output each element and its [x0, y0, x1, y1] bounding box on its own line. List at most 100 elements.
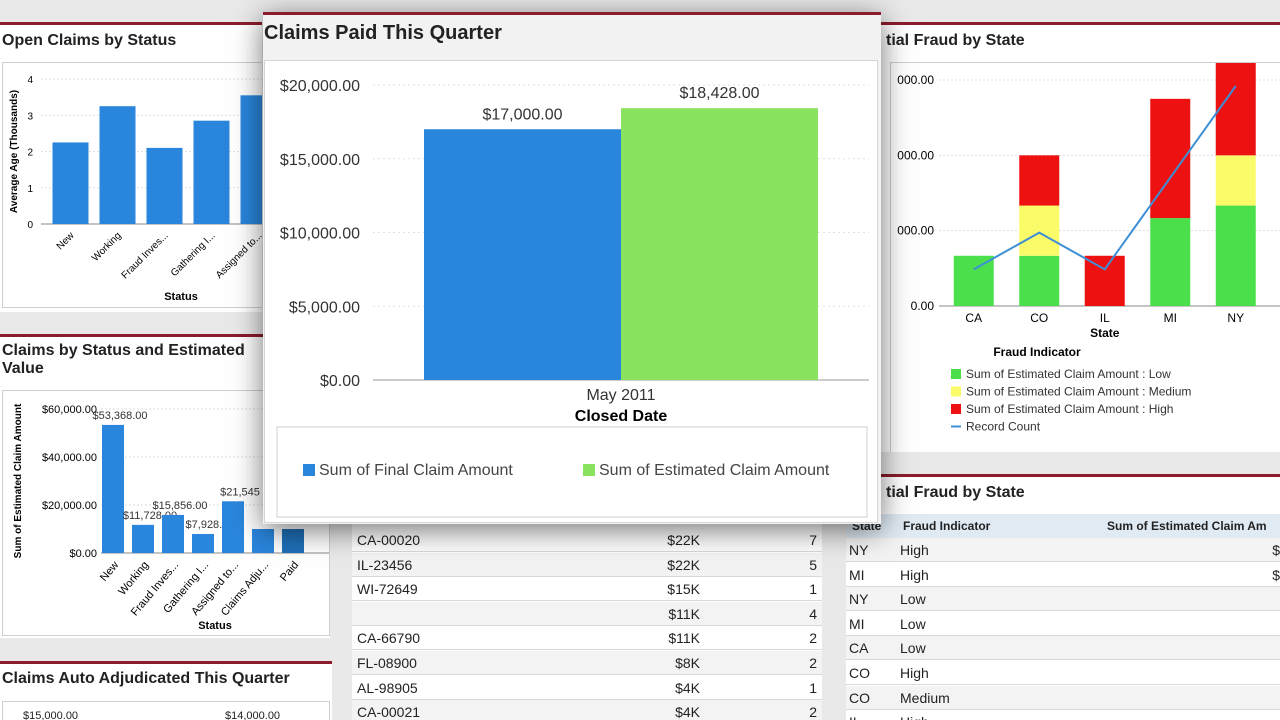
fraud-legend-swatch [951, 386, 961, 397]
claims-paid-ytick: $20,000.00 [280, 78, 360, 95]
open-claims-panel: Open Claims by Status Average Age (Thous… [0, 22, 262, 312]
adjudicated-panel: Claims Auto Adjudicated This Quarter $15… [0, 661, 332, 720]
claim-count-cell: 5 [809, 556, 817, 573]
claim-id-cell: CA-00020 [357, 532, 421, 548]
claim-id-cell: CA-66790 [357, 630, 421, 647]
claims-table-row[interactable]: CA-00020 $22K 7 [352, 528, 822, 552]
claims-paid-chart[interactable]: $0.00 $5,000.00 $10,000.00 $15,000.00 $20,00… [265, 61, 878, 523]
fraud-indicator-cell: High [900, 714, 929, 720]
fraud-chart-box: 0.00 000.00 000.00 000.00 CA CO IL MI NY State Fra… [890, 62, 1280, 452]
fraud-table-header: State Fraud Indicator Sum of Estimated C… [846, 514, 1280, 538]
fraud-table-row[interactable]: CO High [846, 661, 1280, 685]
status-value-ylabel: Sum of Estimated Claim Amount [13, 403, 24, 558]
fraud-state-cell: MI [849, 615, 865, 632]
fraud-table-body: NY High $ MI High $ NY Low MI Low CA Low CO High CO Med… [846, 538, 1280, 720]
claims-status-value-chart[interactable]: Sum of Estimated Claim Amount $0.00 $20,00… [3, 391, 330, 636]
fraud-table-row[interactable]: CA Low [846, 636, 1280, 661]
claims-paid-bar [621, 108, 818, 380]
claims-paid-ytick: $10,000.00 [280, 226, 360, 243]
fraud-bar-segment [1215, 155, 1256, 206]
status-value-bar [192, 533, 214, 553]
claim-count-cell: 2 [809, 630, 817, 647]
fraud-legend-label: Sum of Estimated Claim Amount : Medium [966, 385, 1191, 399]
adjudicated-axis-label: $15,000.00 [23, 710, 79, 720]
fraud-bar-segment [1019, 155, 1060, 206]
status-value-ytick: $0.00 [69, 548, 97, 560]
open-claims-chart-box: Average Age (Thousands) 0 1 2 3 4 New Working Fr… [2, 62, 262, 308]
adjudicated-value-label: $14,000.00 [225, 710, 281, 720]
claim-amount-cell: $11K [668, 605, 700, 622]
fraud-table-row[interactable]: IL High [846, 710, 1280, 720]
fraud-legend-label: Sum of Estimated Claim Amount : Low [966, 367, 1171, 381]
open-claims-bar [99, 106, 136, 224]
fraud-table-row[interactable]: MI Low [846, 612, 1280, 636]
open-claims-chart[interactable]: Average Age (Thousands) 0 1 2 3 4 New WorkingFr… [3, 63, 262, 308]
claims-table-row[interactable]: $11K 4 [352, 601, 822, 626]
fraud-state-cell: NY [849, 542, 869, 558]
claim-count-cell: 1 [809, 679, 817, 696]
fraud-xtick: MI [1164, 311, 1177, 325]
fraud-indicator-cell: High [900, 566, 929, 583]
open-claims-xtick: New [55, 230, 77, 252]
claim-id-cell: AL-98905 [357, 679, 418, 696]
claim-id-cell: CA-00021 [357, 704, 421, 720]
fraud-table-title: tial Fraud by State [886, 484, 1025, 501]
fraud-state-cell: CO [849, 665, 870, 681]
claims-paid-ytick: $5,000.00 [289, 299, 360, 316]
claims-paid-bar [424, 129, 621, 380]
claims-table-row[interactable]: IL-23456 $22K 5 [352, 552, 822, 577]
fraud-indicator-cell: Low [900, 615, 926, 632]
status-value-bar [132, 524, 154, 553]
claims-table-row[interactable]: CA-66790 $11K 2 [352, 626, 822, 651]
claims-paid-legend-swatch [303, 464, 315, 476]
claims-paid-xlabel: Closed Date [575, 408, 668, 425]
status-value-data-label: $53,368.00 [92, 410, 147, 422]
fraud-state-cell: IL [849, 714, 861, 720]
claims-table-row[interactable]: WI-72649 $15K 1 [352, 577, 822, 602]
open-claims-bar [52, 142, 89, 224]
claim-amount-cell: $4K [675, 679, 700, 696]
status-value-bar [282, 529, 304, 553]
fraud-legend-swatch [951, 404, 961, 414]
fraud-indicator-cell: Low [900, 640, 926, 657]
fraud-legend-swatch [951, 369, 961, 379]
fraud-table-row[interactable]: CO Medium [846, 685, 1280, 710]
open-claims-bar [240, 95, 262, 224]
open-claims-xtick: Working [90, 230, 124, 264]
claim-id-cell: FL-08900 [357, 655, 417, 671]
claim-count-cell: 1 [809, 581, 817, 598]
open-claims-bar [193, 120, 230, 224]
claims-table-row[interactable]: AL-98905 $4K 1 [352, 676, 822, 700]
fraud-state-cell: CA [849, 640, 869, 657]
fraud-bar-segment [1215, 63, 1256, 156]
fraud-state-chart[interactable]: 0.00 000.00 000.00 000.00 CA CO IL MI NY State Fra… [891, 63, 1280, 452]
claim-amount-cell: $22K [667, 556, 700, 573]
open-claims-ytick: 1 [27, 184, 33, 195]
claims-paid-legend-label: Sum of Final Claim Amount [319, 462, 513, 479]
status-value-ytick: $40,000.00 [42, 452, 97, 464]
claims-table-row[interactable]: FL-08900 $8K 2 [352, 651, 822, 675]
open-claims-xtick: Fraud Inves... [120, 230, 171, 281]
claims-paid-legend [276, 426, 868, 518]
fraud-table-row[interactable]: NY Low [846, 587, 1280, 612]
fraud-header-sum[interactable]: Sum of Estimated Claim Am [1107, 519, 1267, 533]
open-claims-xlabel: Status [164, 291, 198, 303]
status-value-xtick: Paid [278, 559, 301, 584]
status-value-data-label: $15,856.00 [152, 500, 207, 512]
claims-paid-modal: Claims Paid This Quarter $0.00 $5,000.00 $… [263, 12, 881, 524]
claim-id-cell: IL-23456 [357, 556, 413, 573]
fraud-header-indicator[interactable]: Fraud Indicator [903, 519, 991, 533]
fraud-table-row[interactable]: MI High $ [846, 563, 1280, 587]
fraud-xtick: CO [1030, 311, 1048, 325]
fraud-xtick: CA [965, 311, 982, 325]
fraud-legend-label: Sum of Estimated Claim Amount : High [966, 402, 1173, 416]
claims-table-row[interactable]: CA-00021 $4K 2 [352, 700, 822, 720]
fraud-table-row[interactable]: NY High $ [846, 538, 1280, 562]
open-claims-xtick: Gathering I... [169, 230, 218, 279]
fraud-bar-segment [1019, 205, 1060, 256]
fraud-ytick: 000.00 [897, 148, 934, 162]
fraud-ytick: 000.00 [897, 224, 934, 238]
status-value-ytick: $60,000.00 [42, 404, 97, 416]
status-value-ytick: $20,000.00 [42, 500, 97, 512]
fraud-indicator-cell: High [900, 665, 929, 681]
